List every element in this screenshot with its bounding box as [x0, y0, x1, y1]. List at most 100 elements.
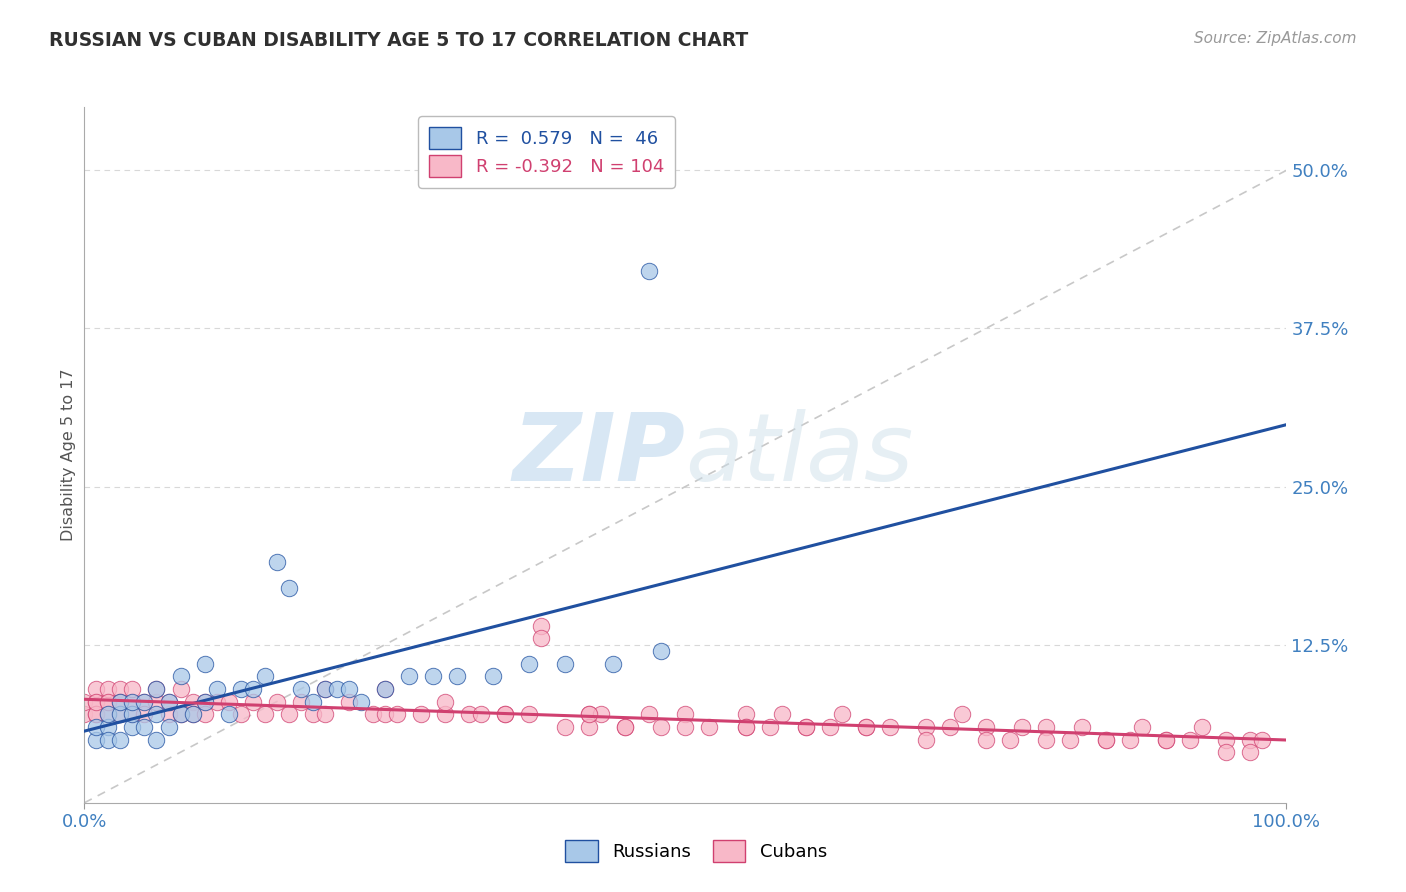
Point [169, 707, 191, 722]
Point [1215, 732, 1237, 747]
Point [422, 669, 444, 683]
Point [73, 695, 96, 709]
Point [494, 707, 516, 722]
Point [374, 681, 396, 696]
Point [818, 720, 841, 734]
Point [434, 707, 457, 722]
Point [157, 695, 180, 709]
Point [1239, 732, 1261, 747]
Point [110, 695, 132, 709]
Point [385, 707, 408, 722]
Point [409, 707, 432, 722]
Point [1035, 720, 1057, 734]
Point [602, 657, 624, 671]
Point [301, 695, 323, 709]
Point [110, 681, 132, 696]
Point [578, 707, 600, 722]
Point [1191, 720, 1213, 734]
Point [266, 556, 288, 570]
Point [194, 695, 217, 709]
Point [446, 669, 468, 683]
Point [915, 732, 938, 747]
Point [1156, 732, 1178, 747]
Text: RUSSIAN VS CUBAN DISABILITY AGE 5 TO 17 CORRELATION CHART: RUSSIAN VS CUBAN DISABILITY AGE 5 TO 17 … [49, 31, 748, 50]
Point [1095, 732, 1118, 747]
Point [974, 732, 997, 747]
Point [242, 695, 264, 709]
Point [169, 669, 191, 683]
Point [578, 720, 600, 734]
Point [134, 720, 156, 734]
Point [145, 732, 167, 747]
Point [205, 695, 228, 709]
Point [145, 695, 167, 709]
Point [1035, 732, 1057, 747]
Point [554, 720, 576, 734]
Point [1071, 720, 1094, 734]
Point [794, 720, 817, 734]
Point [734, 720, 756, 734]
Point [638, 264, 661, 278]
Point [169, 707, 191, 722]
Point [97, 720, 120, 734]
Point [734, 720, 756, 734]
Point [253, 707, 276, 722]
Point [699, 720, 721, 734]
Point [458, 707, 481, 722]
Point [314, 681, 336, 696]
Point [301, 707, 323, 722]
Point [939, 720, 962, 734]
Point [121, 695, 143, 709]
Point [530, 618, 553, 632]
Point [181, 707, 204, 722]
Point [1011, 720, 1033, 734]
Point [97, 695, 120, 709]
Point [86, 681, 108, 696]
Text: ZIP: ZIP [513, 409, 686, 501]
Point [97, 707, 120, 722]
Point [337, 695, 360, 709]
Point [1239, 745, 1261, 759]
Point [145, 707, 167, 722]
Point [1215, 745, 1237, 759]
Point [578, 707, 600, 722]
Point [205, 681, 228, 696]
Point [277, 581, 299, 595]
Point [218, 707, 240, 722]
Point [614, 720, 637, 734]
Point [110, 707, 132, 722]
Point [350, 695, 373, 709]
Point [831, 707, 853, 722]
Point [434, 695, 457, 709]
Text: atlas: atlas [686, 409, 914, 500]
Point [1251, 732, 1274, 747]
Point [1180, 732, 1202, 747]
Point [650, 644, 672, 658]
Point [398, 669, 420, 683]
Point [517, 657, 540, 671]
Point [145, 681, 167, 696]
Point [121, 695, 143, 709]
Point [110, 732, 132, 747]
Point [517, 707, 540, 722]
Point [121, 707, 143, 722]
Point [229, 707, 252, 722]
Point [1095, 732, 1118, 747]
Point [97, 732, 120, 747]
Point [194, 695, 217, 709]
Point [194, 707, 217, 722]
Point [277, 707, 299, 722]
Point [614, 720, 637, 734]
Point [134, 695, 156, 709]
Point [229, 681, 252, 696]
Point [758, 720, 780, 734]
Point [950, 707, 973, 722]
Point [974, 720, 997, 734]
Point [337, 681, 360, 696]
Legend: Russians, Cubans: Russians, Cubans [558, 833, 834, 870]
Point [314, 707, 336, 722]
Point [530, 632, 553, 646]
Point [482, 669, 505, 683]
Point [218, 695, 240, 709]
Point [915, 720, 938, 734]
